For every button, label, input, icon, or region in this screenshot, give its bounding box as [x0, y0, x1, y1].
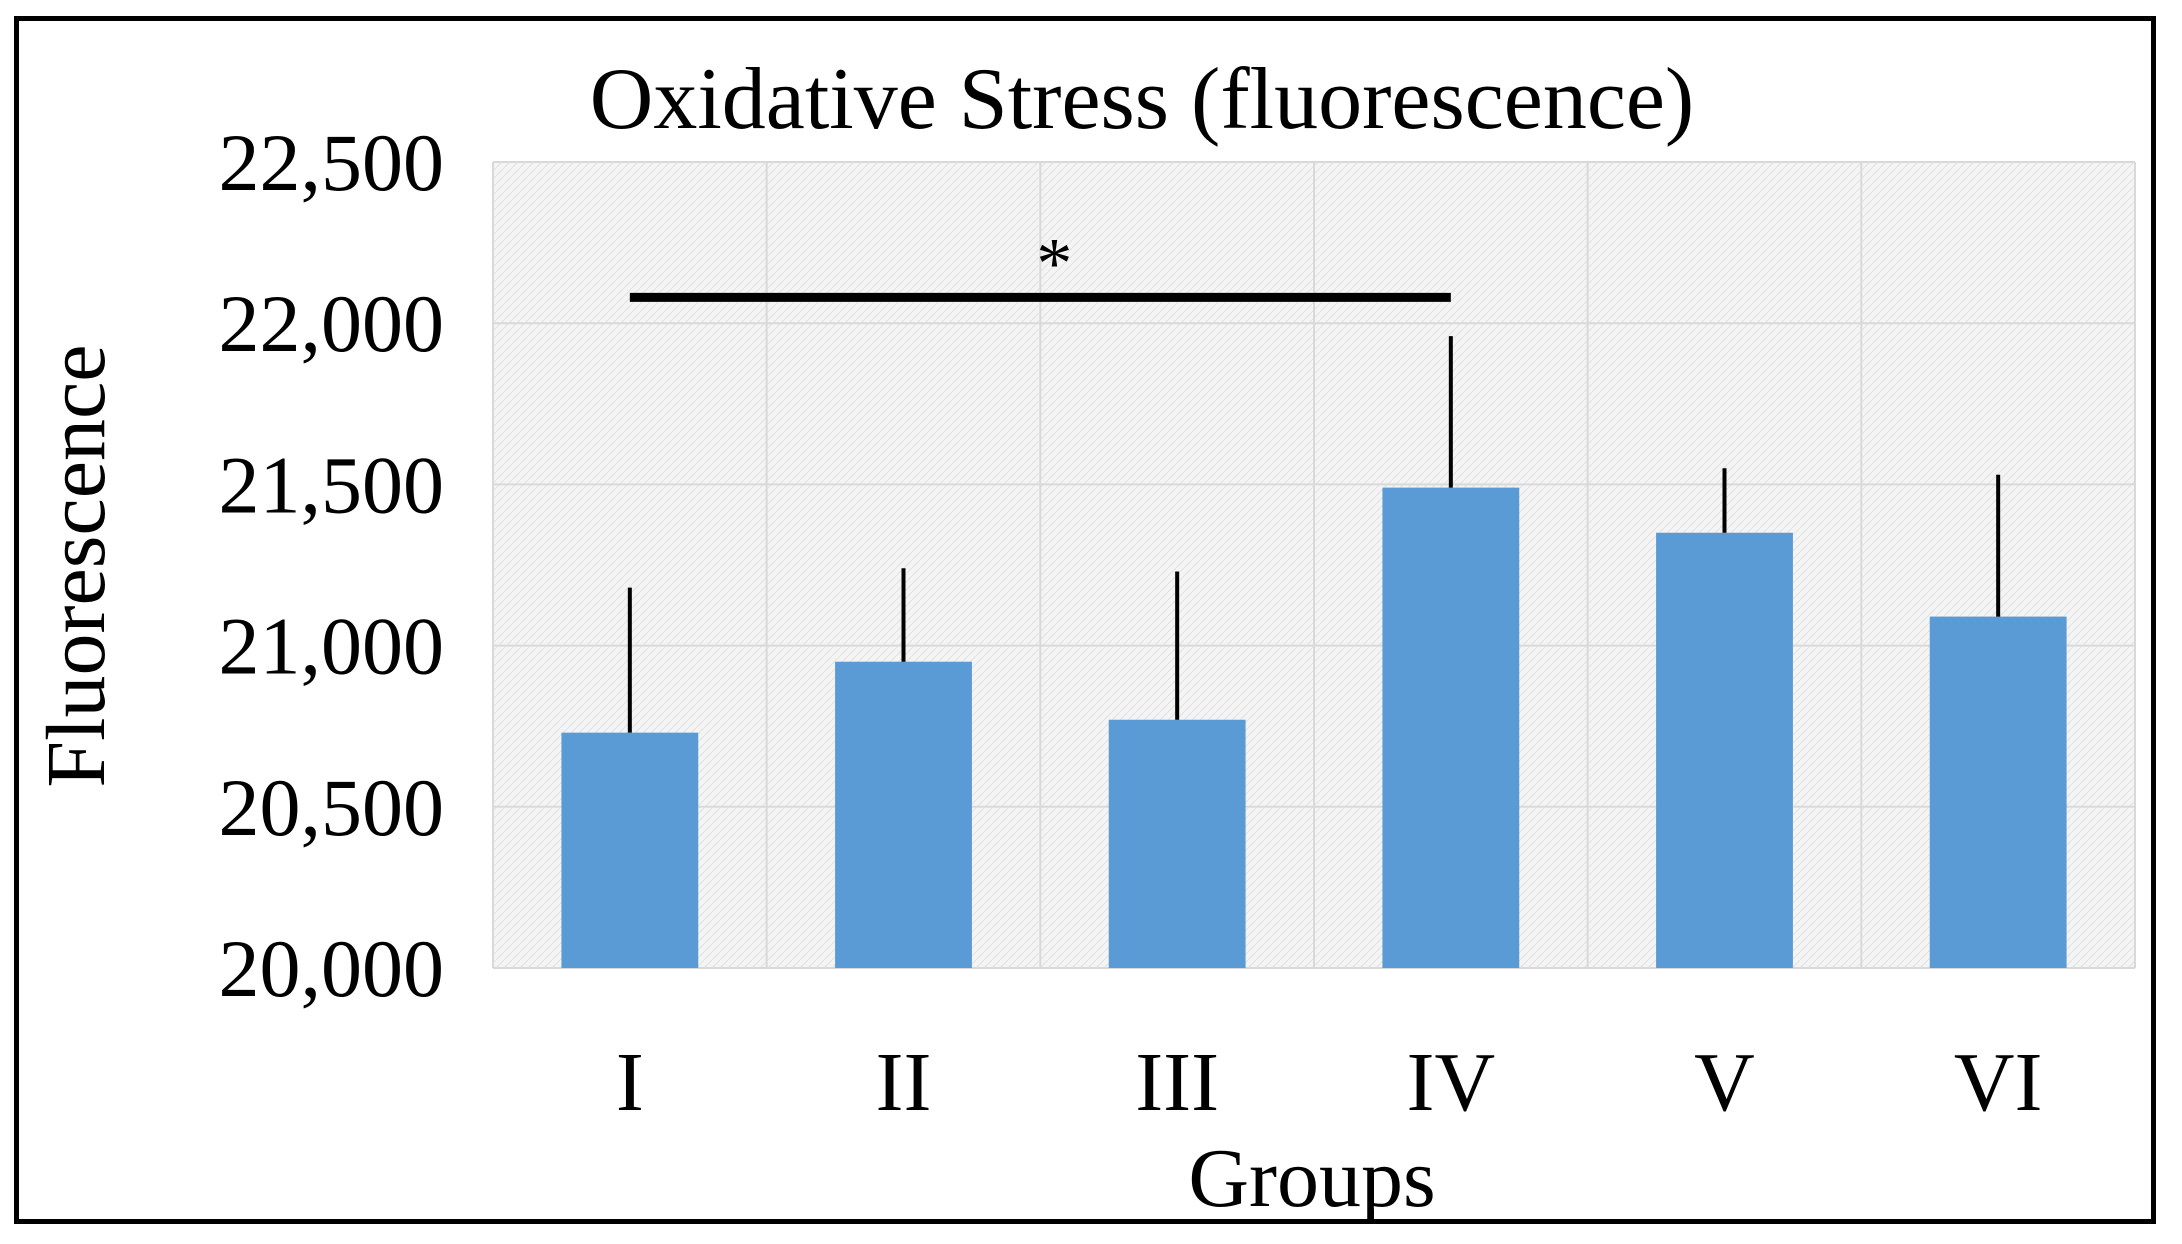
- significance-marker: *: [1036, 223, 1072, 303]
- significance-annotation: *: [629, 223, 1451, 303]
- bar-V: [1656, 532, 1793, 968]
- y-tick-label: 20,500: [219, 762, 445, 853]
- x-tick-label: V: [1694, 1036, 1755, 1129]
- y-tick-label: 20,000: [219, 923, 445, 1014]
- bar-I: [561, 732, 699, 968]
- bar-III: [1108, 719, 1246, 968]
- bar-VI: [1929, 616, 2067, 968]
- x-tick-label: IV: [1407, 1036, 1496, 1129]
- bar-II: [835, 661, 972, 968]
- y-tick-label: 21,000: [219, 601, 445, 692]
- y-axis-ticks: 20,000 20,500 21,000 21,500 22,000 22,500: [219, 117, 445, 1014]
- y-tick-label: 22,500: [219, 117, 445, 208]
- x-tick-label: III: [1135, 1036, 1219, 1129]
- x-tick-label: I: [616, 1036, 644, 1129]
- y-tick-label: 21,500: [219, 439, 445, 530]
- chart-title: Oxidative Stress (fluorescence): [590, 51, 1694, 148]
- error-bars: [627, 336, 2001, 733]
- x-tick-label: II: [876, 1036, 932, 1129]
- y-tick-label: 22,000: [219, 278, 445, 369]
- x-axis-ticks: I II III IV V VI: [616, 1036, 2043, 1129]
- x-axis-label: Groups: [1188, 1132, 1435, 1225]
- y-axis-label: Fluorescence: [30, 344, 123, 787]
- bars: [561, 487, 2067, 968]
- bar-IV: [1382, 487, 1520, 968]
- x-tick-label: VI: [1954, 1036, 2043, 1129]
